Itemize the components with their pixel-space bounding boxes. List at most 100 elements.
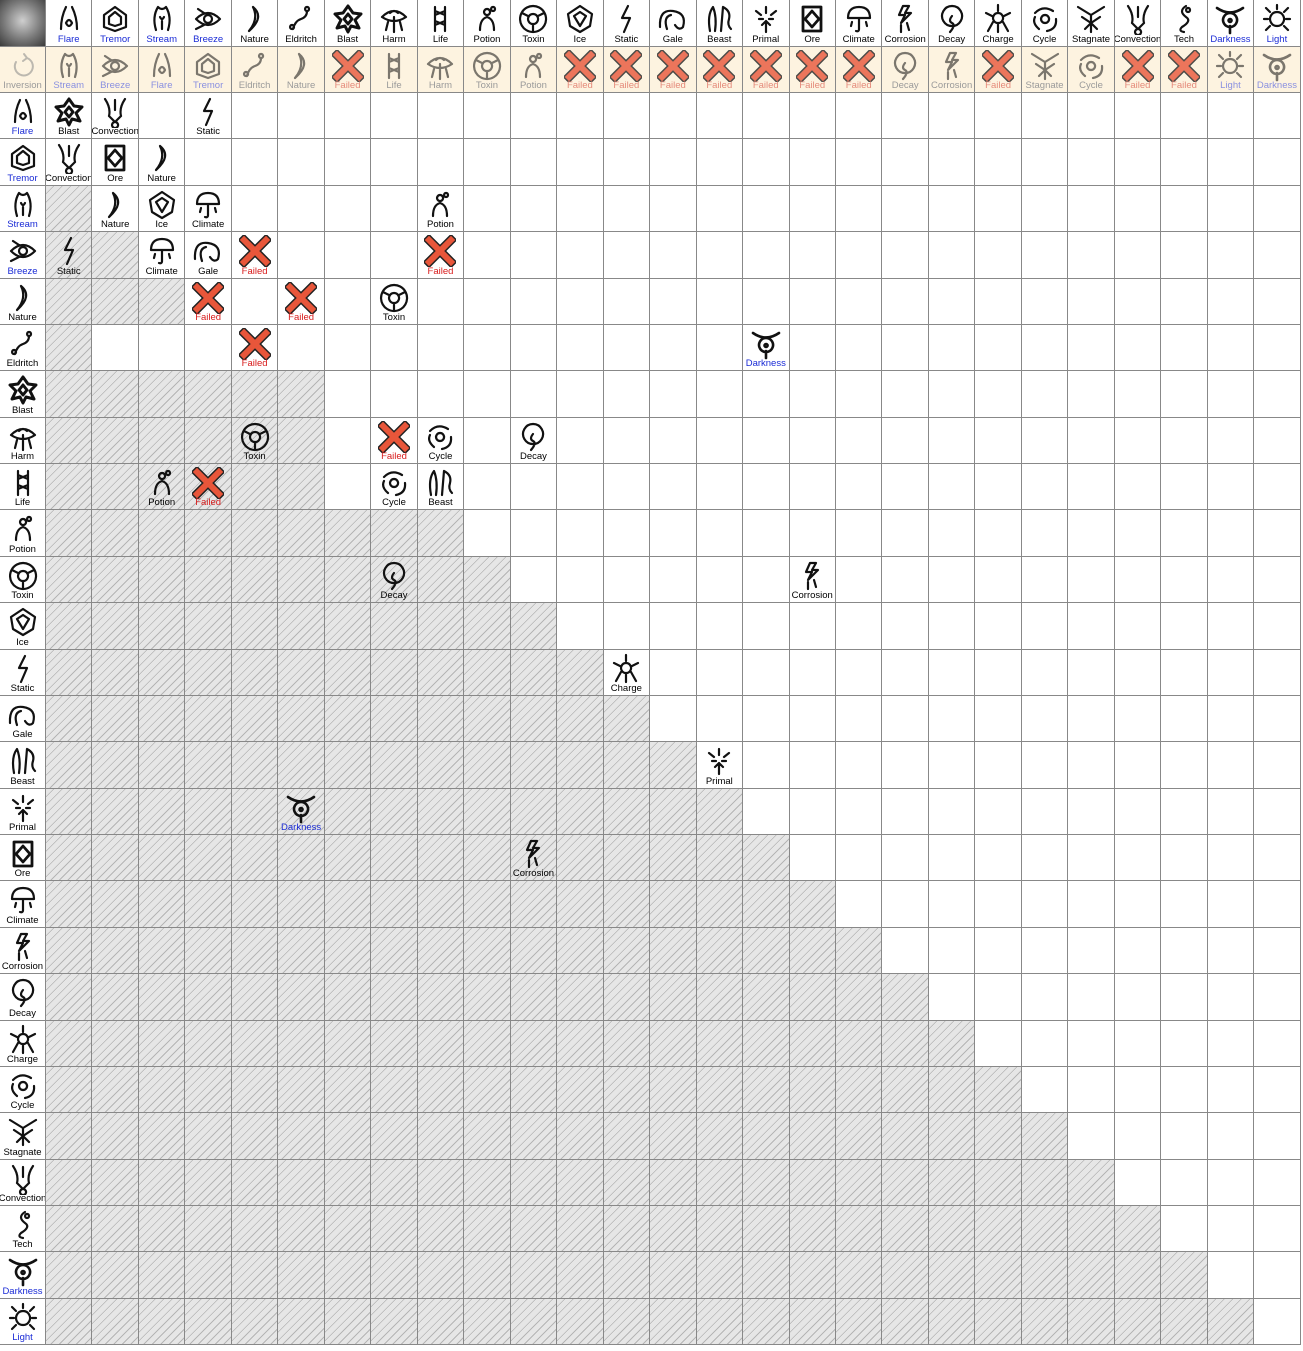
hatched-cell bbox=[928, 1066, 976, 1114]
decay-icon bbox=[936, 3, 968, 35]
empty-cell bbox=[1021, 556, 1069, 604]
combination-result: Ice bbox=[138, 185, 186, 233]
empty-cell bbox=[1161, 649, 1208, 696]
hatched-cell bbox=[650, 1113, 697, 1160]
row-header-ore: Ore bbox=[0, 835, 46, 882]
empty-cell bbox=[743, 556, 790, 604]
failed-icon bbox=[703, 49, 736, 82]
stagnate-icon bbox=[7, 1116, 39, 1148]
hatched-cell bbox=[557, 1206, 604, 1253]
hatched-cell bbox=[138, 1252, 186, 1299]
empty-cell bbox=[231, 278, 279, 325]
empty-cell bbox=[835, 649, 883, 696]
hatched-cell bbox=[464, 927, 511, 975]
hatched-cell bbox=[417, 835, 465, 882]
empty-cell bbox=[928, 324, 976, 372]
empty-cell bbox=[1021, 742, 1069, 789]
hatched-cell bbox=[650, 835, 697, 882]
empty-cell bbox=[835, 742, 883, 789]
empty-cell bbox=[1254, 742, 1301, 789]
column-header-flare: Flare bbox=[46, 0, 93, 47]
inversion-result: Failed bbox=[324, 46, 372, 93]
cell-label: Corrosion bbox=[884, 33, 926, 45]
hatched-cell bbox=[231, 1298, 279, 1346]
cell-label: Stream bbox=[7, 219, 38, 231]
hatched-cell bbox=[743, 927, 790, 975]
hatched-cell bbox=[510, 742, 558, 789]
empty-cell bbox=[1114, 835, 1162, 882]
hatched-cell bbox=[371, 974, 418, 1021]
cell-label: Breeze bbox=[7, 265, 38, 277]
empty-cell bbox=[1021, 278, 1069, 325]
hatched-cell bbox=[789, 881, 836, 928]
combination-result: Potion bbox=[138, 464, 186, 511]
hatched-cell bbox=[92, 788, 139, 835]
empty-cell bbox=[1114, 139, 1162, 186]
empty-cell bbox=[603, 371, 651, 418]
row-header-light: Light bbox=[0, 1298, 46, 1346]
empty-cell bbox=[789, 835, 836, 882]
empty-cell bbox=[882, 417, 929, 464]
combination-result: Beast bbox=[417, 464, 465, 511]
empty-cell bbox=[650, 139, 697, 186]
toxin-icon bbox=[239, 421, 271, 453]
blast-icon bbox=[332, 3, 364, 35]
empty-cell bbox=[1161, 185, 1208, 233]
empty-cell bbox=[882, 742, 929, 789]
hatched-cell bbox=[464, 1066, 511, 1114]
hatched-cell bbox=[138, 1113, 186, 1160]
column-header-nature: Nature bbox=[231, 0, 279, 47]
empty-cell bbox=[1068, 649, 1115, 696]
hatched-cell bbox=[138, 1159, 186, 1206]
empty-cell bbox=[1114, 278, 1162, 325]
empty-cell bbox=[1068, 1113, 1115, 1160]
cell-label: Static bbox=[196, 126, 221, 138]
corner-emblem bbox=[0, 0, 46, 47]
hatched-cell bbox=[185, 371, 232, 418]
empty-cell bbox=[1161, 556, 1208, 604]
stream-icon bbox=[53, 50, 85, 82]
hatched-cell bbox=[138, 835, 186, 882]
empty-cell bbox=[789, 185, 836, 233]
cell-label: Cycle bbox=[1079, 80, 1103, 91]
hatched-cell bbox=[138, 974, 186, 1021]
combination-result: Potion bbox=[417, 185, 465, 233]
hatched-cell bbox=[835, 1159, 883, 1206]
inversion-result: Nature bbox=[278, 46, 325, 93]
empty-cell bbox=[650, 603, 697, 650]
hatched-cell bbox=[789, 1113, 836, 1160]
cell-label: Ice bbox=[155, 219, 169, 231]
cell-label: Breeze bbox=[193, 33, 224, 45]
hatched-cell bbox=[138, 788, 186, 835]
cell-label: Eldritch bbox=[6, 358, 39, 370]
cell-label: Failed bbox=[241, 358, 268, 370]
empty-cell bbox=[789, 742, 836, 789]
hatched-cell bbox=[510, 927, 558, 975]
row-header-toxin: Toxin bbox=[0, 556, 46, 604]
empty-cell bbox=[743, 742, 790, 789]
hatched-cell bbox=[464, 1159, 511, 1206]
toxin-icon bbox=[7, 560, 39, 592]
failed-icon bbox=[424, 235, 457, 268]
harm-icon bbox=[7, 421, 39, 453]
empty-cell bbox=[1114, 603, 1162, 650]
hatched-cell bbox=[743, 974, 790, 1021]
hatched-cell bbox=[278, 417, 325, 464]
empty-cell bbox=[510, 139, 558, 186]
hatched-cell bbox=[835, 1066, 883, 1114]
hatched-cell bbox=[417, 927, 465, 975]
failed-icon bbox=[610, 49, 643, 82]
inversion-result: Breeze bbox=[92, 46, 139, 93]
hatched-cell bbox=[464, 603, 511, 650]
hatched-cell bbox=[464, 1206, 511, 1253]
cell-label: Life bbox=[432, 33, 449, 45]
darkness-icon bbox=[1261, 50, 1293, 82]
empty-cell bbox=[324, 417, 372, 464]
cell-label: Flare bbox=[150, 80, 173, 91]
convection-icon bbox=[99, 96, 131, 128]
cell-label: Life bbox=[386, 80, 402, 91]
row-header-beast: Beast bbox=[0, 742, 46, 789]
empty-cell bbox=[696, 232, 744, 279]
empty-cell bbox=[1114, 742, 1162, 789]
empty-cell bbox=[1068, 881, 1115, 928]
